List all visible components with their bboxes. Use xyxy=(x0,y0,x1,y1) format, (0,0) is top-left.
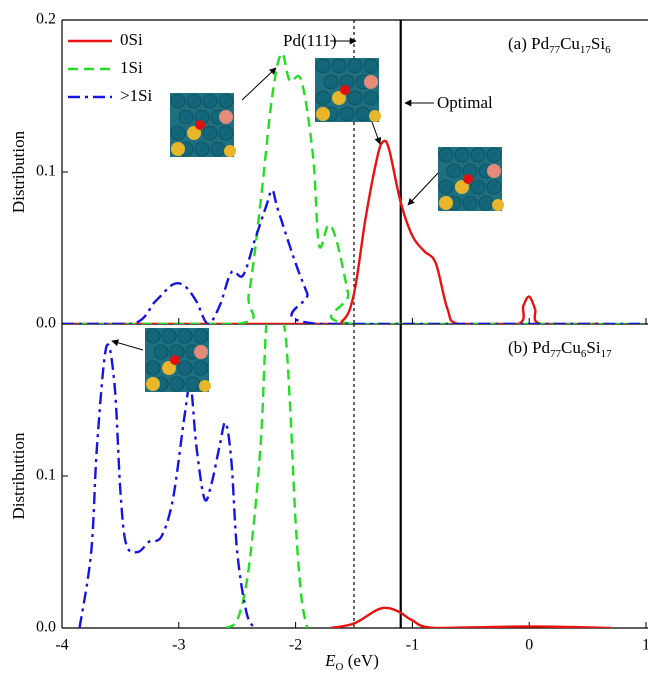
data-line xyxy=(62,141,599,324)
subscript: 17 xyxy=(580,44,592,56)
inset-image xyxy=(170,93,236,157)
label-part: Cu xyxy=(561,338,581,357)
inset-image xyxy=(438,147,504,211)
y-tick-label: 0.0 xyxy=(36,315,56,332)
label-part: (a) Pd xyxy=(508,34,550,53)
y-tick-label: 0.1 xyxy=(36,163,56,180)
y-tick-label: 0.0 xyxy=(36,619,56,636)
label-part: Si xyxy=(591,34,605,53)
x-tick-label: -2 xyxy=(289,637,302,654)
label-part: Si xyxy=(586,338,600,357)
chart: 0.00.10.2Distribution(a) Pd77Cu17Si60Si1… xyxy=(0,0,648,673)
annotation: Optimal xyxy=(437,93,493,112)
data-line xyxy=(226,308,308,628)
label-part: (eV) xyxy=(343,651,378,670)
subscript: 6 xyxy=(605,44,611,56)
panel-label: (b) Pd77Cu6Si17 xyxy=(508,338,612,360)
arrow xyxy=(242,68,276,100)
x-tick-label: -3 xyxy=(172,637,185,654)
legend-label: >1Si xyxy=(120,86,153,105)
label-part: Cu xyxy=(560,34,580,53)
x-tick-label: -1 xyxy=(406,637,419,654)
y-axis-label: Distributtion xyxy=(9,432,28,519)
y-tick-label: 0.2 xyxy=(36,11,56,28)
arrow xyxy=(112,341,143,350)
subscript: 17 xyxy=(601,348,613,360)
x-tick-label: 1 xyxy=(642,637,648,654)
x-axis-label: EO (eV) xyxy=(324,651,379,673)
y-tick-label: 0.1 xyxy=(36,467,56,484)
inset-image xyxy=(315,58,381,122)
label-part: E xyxy=(324,651,336,670)
legend-label: 0Si xyxy=(120,30,143,49)
inset-image xyxy=(145,328,211,392)
x-tick-label: 0 xyxy=(525,637,533,654)
panel-label: (a) Pd77Cu17Si6 xyxy=(508,34,611,56)
x-tick-label: -4 xyxy=(55,637,68,654)
arrow xyxy=(408,173,438,205)
subscript: 77 xyxy=(550,348,562,360)
legend-label: 1Si xyxy=(120,58,143,77)
y-axis-label: Distribution xyxy=(9,130,28,213)
arrow xyxy=(372,122,380,144)
data-line xyxy=(331,608,611,628)
subscript: 77 xyxy=(549,44,561,56)
label-part: O xyxy=(336,661,344,673)
label-part: (b) Pd xyxy=(508,338,551,357)
annotation: Pd(111) xyxy=(283,31,337,50)
